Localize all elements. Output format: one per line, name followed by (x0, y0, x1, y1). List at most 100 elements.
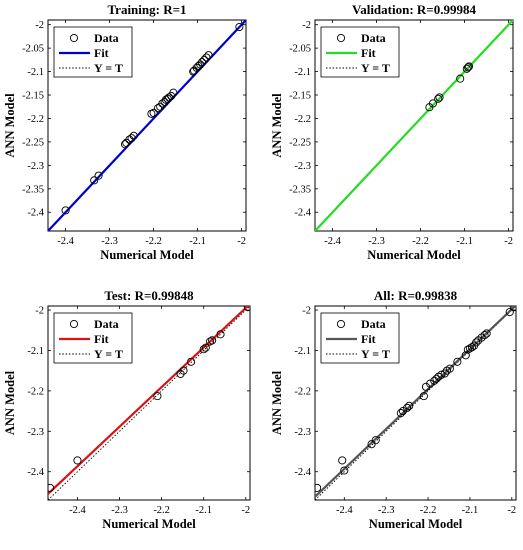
fit-line (315, 20, 513, 231)
y-tick-label: -2.25 (22, 137, 44, 148)
data-point (179, 366, 188, 375)
data-point (430, 376, 439, 385)
x-tick-label: -2.2 (420, 505, 437, 516)
legend-label-identity: Y = T (94, 61, 123, 75)
data-point (94, 171, 103, 180)
chart-panel-3: Test: R=0.99848 -2.4 -2.3 -2.2 -2.1 -2 -2 -2.1 -… (3, 288, 251, 531)
y-tick-label: -2 (302, 20, 311, 31)
data-point (480, 331, 489, 340)
y-tick-label: -2.4 (27, 208, 44, 219)
identity-line (315, 306, 516, 500)
chart-title: All: R=0.99838 (374, 288, 458, 303)
data-point (73, 456, 82, 465)
y-tick-label: -2.1 (294, 346, 311, 357)
y-tick-label: -2.15 (289, 91, 311, 102)
data-point (434, 94, 443, 103)
chart-panel-1: Training: R=1 -2.4 -2.3 -2.2 -2.1 -2 -2 -2.05 -2… (3, 2, 247, 262)
x-tick-label: -2 (241, 505, 250, 516)
data-point (169, 88, 178, 97)
legend-marker-data (336, 319, 346, 329)
legend-marker-data (69, 319, 79, 329)
chart-panel-2: Validation: R=0.99984 -2.4 -2.3 -2.2 -2.1 -2 -… (270, 2, 514, 262)
y-tick-label: -2.2 (294, 386, 311, 397)
data-point (202, 53, 211, 62)
x-axis-label: Numerical Model (367, 248, 461, 262)
data-point (505, 308, 514, 317)
data-point (153, 104, 163, 113)
data-point (463, 345, 472, 354)
y-tick-label: -2 (35, 20, 44, 31)
data-point (190, 66, 199, 75)
y-tick-label: -2 (35, 306, 44, 317)
legend-label-identity: Y = T (94, 347, 123, 361)
fit-line (48, 20, 246, 231)
legend-label-data: Data (94, 317, 119, 331)
legend-label-fit: Fit (94, 332, 109, 346)
y-tick-label: -2.3 (294, 427, 311, 438)
data-point (164, 93, 174, 102)
plot-content (315, 306, 516, 500)
data-point (199, 345, 208, 354)
x-tick-label: -2.3 (101, 236, 118, 247)
data-point (129, 131, 138, 140)
data-point (428, 99, 437, 108)
x-tick-label: -2.3 (111, 505, 128, 516)
data-point (187, 357, 196, 366)
data-point (477, 333, 486, 342)
y-tick-label: -2.2 (294, 114, 311, 125)
chart-title: Test: R=0.99848 (104, 288, 194, 303)
data-point (367, 440, 376, 449)
data-point (315, 483, 322, 492)
data-point (371, 436, 380, 445)
data-point (205, 337, 215, 346)
x-tick-label: -2.2 (153, 505, 170, 516)
data-point (432, 374, 441, 383)
x-tick-label: -2.1 (456, 236, 473, 247)
y-tick-label: -2.3 (27, 161, 44, 172)
plot-content (48, 306, 250, 500)
data-point (456, 74, 465, 83)
data-point (153, 392, 162, 401)
data-point (208, 336, 217, 345)
y-tick-label: -2.2 (27, 386, 44, 397)
legend-label-data: Data (361, 317, 386, 331)
data-point (461, 351, 470, 360)
fit-line (48, 306, 250, 495)
plot-content (315, 20, 513, 231)
data-point (405, 401, 414, 410)
data-point (509, 306, 516, 312)
data-point (464, 62, 474, 71)
x-tick-label: -2 (507, 505, 516, 516)
x-tick-label: -2.4 (69, 505, 86, 516)
data-point (396, 409, 405, 418)
data-point (120, 140, 130, 149)
data-point (243, 306, 250, 312)
legend-label-identity: Y = T (361, 347, 390, 361)
data-point (419, 392, 428, 401)
chart-title: Validation: R=0.99984 (352, 2, 476, 17)
y-tick-label: -2.35 (22, 184, 44, 195)
y-tick-label: -2.3 (294, 161, 311, 172)
y-tick-label: -2.4 (294, 208, 311, 219)
data-point (453, 357, 462, 366)
data-point (482, 329, 491, 338)
y-axis-label: ANN Model (3, 93, 17, 158)
data-point (90, 176, 99, 185)
x-tick-label: -2.3 (378, 505, 395, 516)
data-point (435, 93, 444, 102)
data-point (216, 330, 225, 339)
y-tick-label: -2.3 (27, 427, 44, 438)
chart-panel-4: All: R=0.99838 -2.4 -2.3 -2.2 -2.1 -2 -2 -2.1 -2… (270, 288, 517, 531)
data-point (127, 134, 136, 143)
data-point (340, 466, 349, 475)
data-point (196, 60, 205, 69)
chart-title: Training: R=1 (107, 2, 186, 17)
y-tick-label: -2.4 (27, 467, 44, 478)
x-tick-label: -2.4 (57, 236, 74, 247)
legend-label-fit: Fit (361, 46, 376, 60)
data-point (197, 58, 207, 67)
